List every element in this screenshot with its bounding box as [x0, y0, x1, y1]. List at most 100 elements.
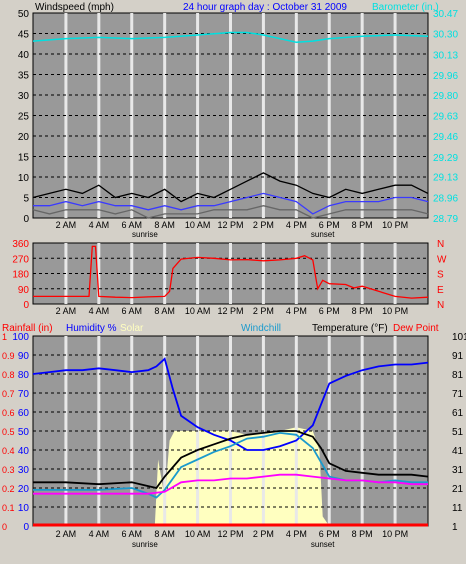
temperature-y-tick-label: 11 — [452, 503, 463, 514]
humidity-y-tick-label: 10 — [18, 503, 30, 514]
rainfall-y-tick-label: 0.1 — [2, 503, 15, 513]
x-tick-label: 8 PM — [352, 306, 373, 316]
legend-solar: Solar — [120, 323, 144, 334]
humidity-y-tick-label: 70 — [18, 389, 30, 400]
x-tick-label: 8 AM — [154, 306, 175, 316]
rainfall-y-tick-label: 1 — [2, 332, 7, 342]
humidity-y-tick-label: 50 — [18, 427, 30, 438]
wind-y-tick-label: 50 — [18, 9, 30, 20]
x-tick-label: 12 PM — [217, 220, 243, 230]
direction-y-tick-label: 180 — [12, 270, 29, 281]
sunrise-sunset-annotation: sunset — [311, 540, 335, 549]
x-tick-label: 2 PM — [253, 529, 274, 539]
direction-y-tick-label: 0 — [23, 300, 29, 311]
graph-title: 24 hour graph day : October 31 2009 — [183, 2, 347, 13]
sunrise-sunset-annotation: sunrise — [132, 230, 158, 239]
wind-y-tick-label: 5 — [23, 194, 29, 205]
x-tick-label: 12 PM — [217, 306, 243, 316]
temperature-y-tick-label: 51 — [452, 427, 464, 438]
wind-y-tick-label: 10 — [18, 173, 30, 184]
barometer-y-tick-label: 30.47 — [433, 9, 458, 20]
barometer-y-tick-label: 28.79 — [433, 214, 458, 225]
temperature-y-tick-label: 81 — [452, 370, 464, 381]
temperature-f-line — [33, 430, 429, 490]
temperature-y-tick-label: 71 — [452, 389, 464, 400]
x-tick-label: 6 PM — [319, 529, 340, 539]
sunrise-sunset-annotation: sunset — [311, 230, 335, 239]
x-tick-label: 8 AM — [154, 220, 175, 230]
x-tick-label: 4 PM — [286, 220, 307, 230]
humidity-line — [32, 357, 429, 451]
direction-y-tick-label: 270 — [12, 254, 29, 265]
compass-tick-label: N — [437, 300, 444, 311]
humidity-y-tick-label: 30 — [18, 465, 30, 476]
windspeed-axis-label: Windspeed (mph) — [35, 2, 114, 13]
wind-y-tick-label: 40 — [18, 50, 30, 61]
wind-y-tick-label: 15 — [18, 153, 30, 164]
wind-average-line — [33, 192, 429, 215]
rainfall-y-tick-label: 0.3 — [2, 465, 15, 475]
wind-low-line — [32, 205, 429, 219]
temperature-y-tick-label: 41 — [452, 446, 464, 457]
x-tick-label: 2 AM — [56, 529, 77, 539]
barometer-y-tick-label: 28.96 — [433, 193, 458, 204]
wind-direction-line — [33, 245, 429, 299]
legend-dew-point: Dew Point — [393, 323, 439, 334]
barometer-line — [32, 31, 429, 44]
humidity-y-tick-label: 40 — [18, 446, 30, 457]
dew-pointline — [33, 473, 428, 495]
humidity-y-tick-label: 0 — [23, 522, 29, 533]
wind-high-line — [32, 172, 429, 203]
sunrise-sunset-annotation: sunrise — [132, 540, 158, 549]
x-tick-label: 8 PM — [352, 220, 373, 230]
x-tick-label: 4 PM — [286, 306, 307, 316]
x-tick-label: 6 PM — [319, 220, 340, 230]
x-tick-label: 10 PM — [382, 529, 408, 539]
x-tick-label: 6 AM — [121, 529, 142, 539]
humidity-y-tick-label: 100 — [12, 332, 29, 343]
humidity-y-tick-label: 60 — [18, 408, 30, 419]
wind-y-tick-label: 30 — [18, 91, 30, 102]
barometer-y-tick-label: 29.29 — [433, 153, 458, 164]
temperature-y-tick-label: 31 — [452, 465, 464, 476]
barometer-y-tick-label: 29.80 — [433, 91, 458, 102]
rainfall-y-tick-label: 0.9 — [2, 351, 15, 361]
rainfall-y-tick-label: 0 — [2, 522, 7, 532]
x-tick-label: 6 PM — [319, 306, 340, 316]
wind-y-tick-label: 0 — [23, 214, 29, 225]
compass-tick-label: E — [437, 285, 444, 296]
rainfall-y-tick-label: 0.5 — [2, 427, 15, 437]
rainfall-axis-label: Rainfall (in) — [2, 323, 53, 334]
x-tick-label: 6 AM — [121, 220, 142, 230]
barometer-axis-label: Barometer (in.) — [372, 2, 439, 13]
barometer-y-tick-label: 29.46 — [433, 132, 458, 143]
humidity-y-tick-label: 20 — [18, 484, 30, 495]
x-tick-label: 8 PM — [352, 529, 373, 539]
barometer-y-tick-label: 30.30 — [433, 30, 458, 41]
humidity-y-tick-label: 90 — [18, 351, 30, 362]
wind-y-tick-label: 25 — [18, 112, 30, 123]
x-tick-label: 12 PM — [217, 529, 243, 539]
x-tick-label: 4 PM — [286, 529, 307, 539]
x-tick-label: 8 AM — [154, 529, 175, 539]
wind-y-tick-label: 20 — [18, 132, 30, 143]
rainfall-y-tick-label: 0.6 — [2, 408, 15, 418]
temperature-y-tick-label: 91 — [452, 351, 464, 362]
direction-y-tick-label: 360 — [12, 239, 29, 250]
legend-windchill: Windchill — [241, 323, 281, 334]
x-tick-label: 10 PM — [382, 220, 408, 230]
x-tick-label: 4 AM — [89, 529, 110, 539]
rainfall-y-tick-label: 0.7 — [2, 389, 15, 399]
x-tick-label: 10 AM — [185, 306, 211, 316]
humidity-y-tick-label: 80 — [18, 370, 30, 381]
x-tick-label: 2 PM — [253, 220, 274, 230]
legend-humidity: Humidity % — [66, 323, 117, 334]
x-tick-label: 10 AM — [185, 220, 211, 230]
compass-tick-label: S — [437, 270, 444, 281]
wind-y-tick-label: 45 — [18, 30, 30, 41]
x-tick-label: 6 AM — [121, 306, 142, 316]
barometer-y-tick-label: 29.13 — [433, 173, 458, 184]
temperature-y-tick-label: 101 — [452, 332, 466, 343]
